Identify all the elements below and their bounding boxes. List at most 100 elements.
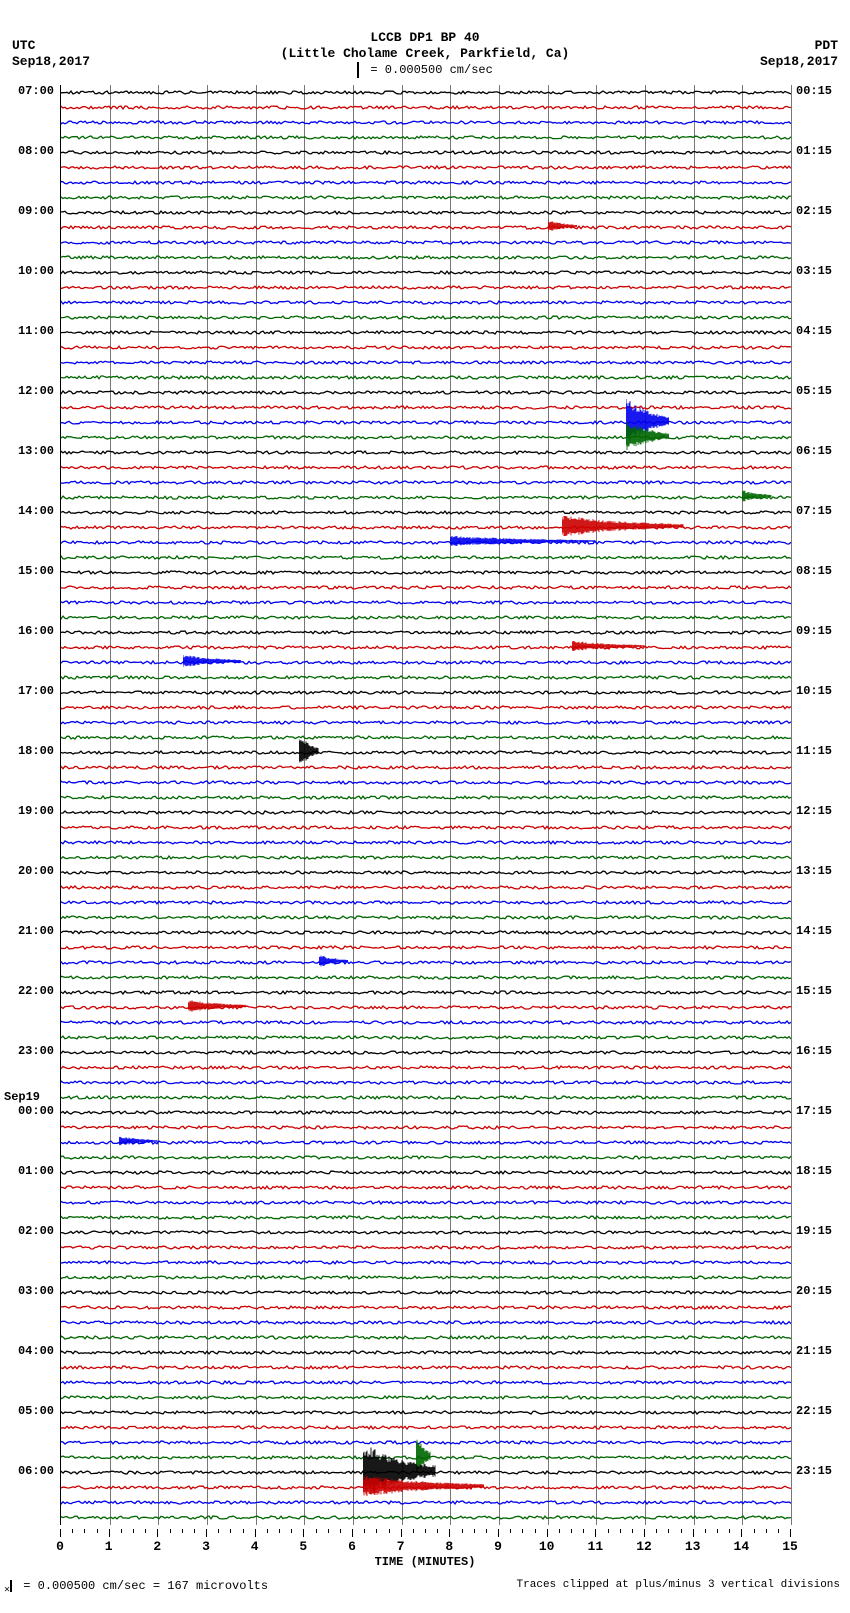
pdt-hour-label: 20:15 <box>796 1284 846 1298</box>
utc-hour-label: 07:00 <box>4 84 54 98</box>
trace-line <box>61 421 791 424</box>
trace-line <box>61 706 791 709</box>
x-tick-minor <box>632 1529 633 1533</box>
trace-line <box>61 271 791 274</box>
trace-line <box>61 601 791 604</box>
trace-line <box>61 451 791 454</box>
seismic-event <box>572 641 645 651</box>
trace-line <box>61 766 791 769</box>
trace-line <box>61 1306 791 1309</box>
x-tick <box>693 1529 694 1537</box>
x-tick-minor <box>133 1529 134 1533</box>
x-tick-minor <box>681 1529 682 1533</box>
pdt-hour-label: 01:15 <box>796 144 846 158</box>
trace-line <box>61 1501 791 1504</box>
trace-line <box>61 511 791 514</box>
trace-line <box>61 1336 791 1339</box>
x-tick-minor <box>766 1529 767 1533</box>
x-tick-minor <box>705 1529 706 1533</box>
trace-line <box>61 1126 791 1129</box>
trace-line <box>61 1171 791 1174</box>
utc-hour-label: 21:00 <box>4 924 54 938</box>
x-tick-minor <box>522 1529 523 1533</box>
x-tick-minor <box>218 1529 219 1533</box>
x-tick-label: 7 <box>397 1539 405 1554</box>
x-tick-minor <box>778 1529 779 1533</box>
trace-line <box>61 1201 791 1204</box>
x-tick-minor <box>230 1529 231 1533</box>
utc-hour-label: 18:00 <box>4 744 54 758</box>
x-tick-minor <box>620 1529 621 1533</box>
pdt-hour-label: 03:15 <box>796 264 846 278</box>
x-tick-minor <box>279 1529 280 1533</box>
trace-line <box>61 151 791 154</box>
footer-scale-text: × = 0.000500 cm/sec = 167 microvolts <box>4 1579 268 1596</box>
x-tick-minor <box>72 1529 73 1533</box>
trace-line <box>61 991 791 994</box>
x-tick-minor <box>571 1529 572 1533</box>
trace-line <box>61 91 791 94</box>
x-tick <box>206 1529 207 1537</box>
x-tick-minor <box>608 1529 609 1533</box>
x-tick <box>303 1529 304 1537</box>
x-tick <box>449 1529 450 1537</box>
utc-hour-label: 10:00 <box>4 264 54 278</box>
seismic-event <box>363 1476 485 1496</box>
x-tick-minor <box>84 1529 85 1533</box>
x-tick-minor <box>510 1529 511 1533</box>
x-tick-minor <box>559 1529 560 1533</box>
seismic-event <box>450 536 596 546</box>
trace-line <box>61 406 791 409</box>
trace-line <box>61 226 791 229</box>
scale-text: = 0.000500 cm/sec <box>370 63 492 77</box>
x-tick-minor <box>754 1529 755 1533</box>
trace-line <box>61 931 791 934</box>
x-tick-label: 10 <box>539 1539 555 1554</box>
x-tick-minor <box>340 1529 341 1533</box>
pdt-hour-label: 02:15 <box>796 204 846 218</box>
x-tick-label: 1 <box>105 1539 113 1554</box>
x-tick-label: 15 <box>782 1539 798 1554</box>
trace-line <box>61 1471 791 1474</box>
x-tick <box>498 1529 499 1537</box>
trace-line <box>61 796 791 799</box>
x-tick-minor <box>328 1529 329 1533</box>
x-tick-minor <box>243 1529 244 1533</box>
trace-line <box>61 436 791 439</box>
pdt-hour-label: 18:15 <box>796 1164 846 1178</box>
trace-line <box>61 1006 791 1009</box>
trace-line <box>61 886 791 889</box>
pdt-hour-label: 10:15 <box>796 684 846 698</box>
trace-line <box>61 391 791 394</box>
trace-line <box>61 691 791 694</box>
seismic-event <box>119 1136 158 1146</box>
x-tick-label: 0 <box>56 1539 64 1554</box>
x-tick <box>352 1529 353 1537</box>
utc-hour-label: 03:00 <box>4 1284 54 1298</box>
trace-line <box>61 1111 791 1114</box>
x-tick-minor <box>717 1529 718 1533</box>
utc-hour-label: 17:00 <box>4 684 54 698</box>
seismic-event <box>183 655 241 667</box>
utc-hour-label: 16:00 <box>4 624 54 638</box>
utc-hour-label: 00:00 <box>4 1104 54 1118</box>
trace-line <box>61 301 791 304</box>
x-tick <box>595 1529 596 1537</box>
trace-line <box>61 1366 791 1369</box>
seismic-event <box>626 422 670 450</box>
x-tick-label: 14 <box>734 1539 750 1554</box>
x-tick-minor <box>267 1529 268 1533</box>
utc-hour-label: 04:00 <box>4 1344 54 1358</box>
gridline <box>791 85 792 1525</box>
station-title: LCCB DP1 BP 40 <box>0 30 850 45</box>
seismic-event <box>319 955 348 967</box>
x-tick <box>60 1529 61 1537</box>
trace-line <box>61 1231 791 1234</box>
trace-line <box>61 1411 791 1414</box>
trace-line <box>61 256 791 259</box>
trace-line <box>61 901 791 904</box>
x-axis: TIME (MINUTES) 0123456789101112131415 <box>60 1529 790 1559</box>
utc-hour-label: 01:00 <box>4 1164 54 1178</box>
utc-hour-label: 09:00 <box>4 204 54 218</box>
trace-line <box>61 1321 791 1324</box>
